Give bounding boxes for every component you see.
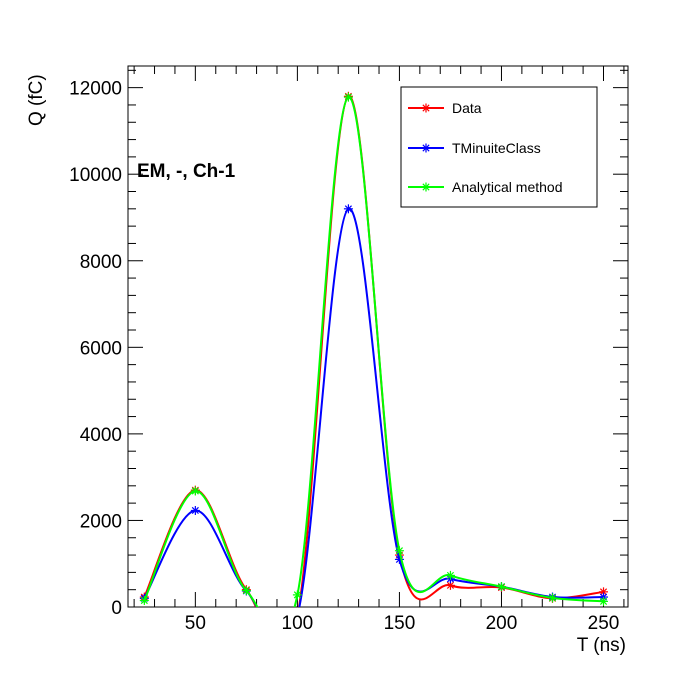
series-line bbox=[143, 207, 604, 607]
legend: Data TMinuiteClass Analytical method bbox=[400, 86, 598, 208]
legend-entry: TMinuiteClass bbox=[408, 140, 541, 156]
data-point bbox=[292, 590, 302, 600]
data-point bbox=[445, 570, 455, 580]
data-point bbox=[343, 204, 353, 214]
data-point bbox=[599, 596, 609, 606]
y-tick-label: 0 bbox=[111, 598, 122, 619]
data-point bbox=[343, 92, 353, 102]
y-tick-label: 2000 bbox=[80, 511, 122, 532]
legend-entry: Analytical method bbox=[408, 179, 563, 195]
legend-label: Analytical method bbox=[452, 179, 563, 195]
series-layer bbox=[139, 91, 609, 607]
legend-label: Data bbox=[452, 100, 482, 116]
y-tick-label: 10000 bbox=[69, 165, 122, 186]
plot-frame bbox=[127, 65, 629, 608]
y-tick-label: 8000 bbox=[80, 252, 122, 273]
data-point bbox=[496, 582, 506, 592]
series-2 bbox=[139, 92, 609, 607]
y-tick-label: 12000 bbox=[69, 79, 122, 100]
data-point bbox=[394, 546, 404, 556]
x-tick-label: 250 bbox=[588, 613, 620, 634]
chart-annotation: EM, -, Ch-1 bbox=[137, 161, 236, 182]
x-tick-label: 100 bbox=[282, 613, 314, 634]
y-axis-title: Q (fC) bbox=[26, 74, 47, 126]
x-tick-label: 50 bbox=[185, 613, 206, 634]
legend-marker bbox=[421, 103, 431, 113]
x-axis-title: T (ns) bbox=[577, 635, 626, 656]
tick-labels: 50 100 150 200 250 0 2000 4000 6000 8000 10000 1200… bbox=[69, 79, 619, 634]
legend-marker bbox=[421, 182, 431, 192]
data-point bbox=[190, 505, 200, 515]
x-tick-label: 200 bbox=[486, 613, 518, 634]
axis-ticks bbox=[128, 66, 628, 608]
data-point bbox=[241, 586, 251, 596]
legend-marker bbox=[421, 143, 431, 153]
y-tick-label: 6000 bbox=[80, 338, 122, 359]
legend-label: TMinuiteClass bbox=[452, 140, 541, 156]
legend-entry: Data bbox=[408, 100, 482, 116]
y-tick-label: 4000 bbox=[80, 425, 122, 446]
data-point bbox=[139, 596, 149, 606]
data-point bbox=[547, 593, 557, 603]
data-point bbox=[190, 486, 200, 496]
x-tick-label: 150 bbox=[384, 613, 416, 634]
series-1 bbox=[139, 204, 609, 607]
